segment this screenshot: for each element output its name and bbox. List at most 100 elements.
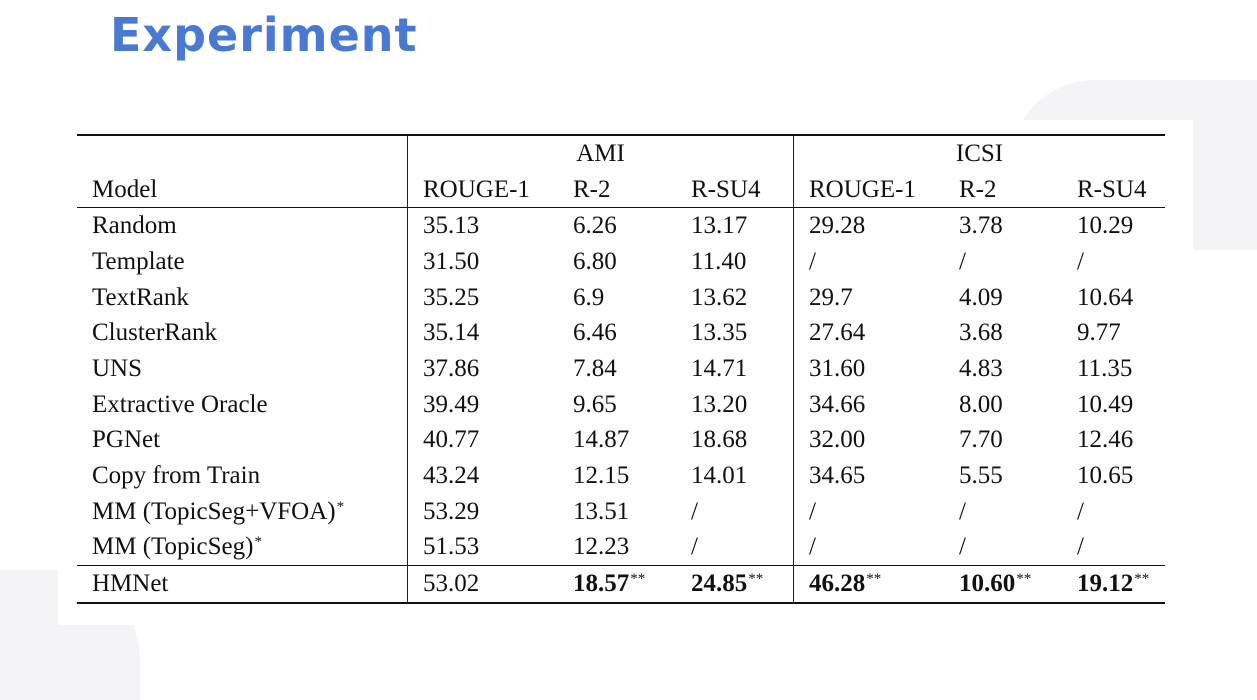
score-cell-icsi-rsu4: 11.35 (1077, 354, 1133, 382)
score-cell-icsi-rouge1: 34.66 (793, 386, 959, 423)
score-cell-ami-r2: 7.84 (573, 354, 617, 382)
score-cell-icsi-rsu4: 19.12** (1077, 565, 1165, 604)
score-cell-icsi-rsu4: 10.64 (1077, 283, 1134, 311)
score-cell-ami-rsu4: 13.17 (691, 212, 748, 240)
score-cell-ami-rsu4: 13.20 (691, 390, 748, 418)
score-cell-ami-rouge1: 35.13 (407, 207, 573, 245)
table-row: Extractive Oracle 39.49 9.65 13.20 34.66 8.00… (77, 386, 1165, 423)
model-name-cell: Extractive Oracle (92, 390, 268, 418)
table-row-hmnet: HMNet 53.02 18.57** 24.85** 46.28** 10.60** 19… (77, 565, 1165, 604)
model-name-cell: UNS (92, 354, 143, 382)
score-cell-ami-rsu4: 13.35 (691, 319, 748, 347)
score-cell-ami-r2: 9.65 (573, 390, 617, 418)
score-cell-icsi-r2: 5.55 (959, 462, 1003, 490)
model-name-cell: Template (92, 247, 185, 275)
group-header-icsi: ICSI (793, 134, 1165, 172)
slide-title: Experiment (110, 8, 418, 62)
score-cell-ami-rouge1: 35.14 (407, 315, 573, 352)
score-cell-ami-r2: 6.9 (573, 283, 605, 311)
score-cell-icsi-rouge1: / (793, 244, 959, 280)
score-cell-ami-rouge1: 39.49 (407, 386, 573, 423)
significance-mark: ** (748, 571, 764, 588)
model-name-cell: MM (TopicSeg+VFOA)* (92, 497, 345, 525)
score-cell-icsi-rsu4: 10.29 (1077, 212, 1134, 240)
score-cell-ami-rouge1: 51.53 (407, 529, 573, 566)
score-cell-icsi-r2: / (959, 247, 966, 275)
model-name-cell: MM (TopicSeg)* (92, 533, 262, 561)
score-cell-ami-rsu4: 18.68 (691, 426, 748, 454)
score-cell-ami-rouge1: 35.25 (407, 279, 573, 316)
model-name-cell: ClusterRank (92, 319, 217, 347)
model-name-cell: Random (92, 212, 177, 240)
score-cell-ami-rsu4: / (691, 533, 698, 561)
score-cell-icsi-r2: / (959, 533, 966, 561)
column-header-row: Model ROUGE-1 R-2 R-SU4 ROUGE-1 R-2 R-SU… (77, 171, 1165, 209)
column-header-icsi-rsu4: R-SU4 (1077, 171, 1165, 209)
score-cell-icsi-rsu4: 10.65 (1077, 462, 1134, 490)
group-header-row: AMI ICSI (77, 134, 1165, 172)
column-header-model: Model (77, 171, 408, 209)
significance-mark: ** (1134, 571, 1150, 588)
score-cell-ami-rsu4: 11.40 (691, 247, 747, 275)
score-cell-icsi-rouge1: 27.64 (793, 315, 959, 352)
table-row: PGNet 40.77 14.87 18.68 32.00 7.70 12.46 (77, 422, 1165, 459)
model-name-cell: Copy from Train (92, 462, 261, 490)
score-cell-ami-r2: 13.51 (573, 497, 630, 525)
table-row: UNS 37.86 7.84 14.71 31.60 4.83 11.35 (77, 351, 1165, 387)
header-cell-empty (77, 134, 408, 172)
footnote-mark: * (336, 498, 345, 515)
score-cell-icsi-rouge1: / (793, 493, 959, 530)
score-cell-icsi-rouge1: 34.65 (793, 458, 959, 494)
score-cell-icsi-r2: 4.09 (959, 283, 1003, 311)
score-cell-icsi-rsu4: / (1077, 497, 1084, 525)
model-name-cell: PGNet (92, 426, 161, 454)
score-cell-icsi-r2: / (959, 497, 966, 525)
table-row: MM (TopicSeg)* 51.53 12.23// / / (77, 529, 1165, 566)
score-cell-ami-r2: 14.87 (573, 426, 630, 454)
score-cell-ami-rsu4: 14.01 (691, 462, 748, 490)
score-cell-ami-rsu4: / (691, 497, 698, 525)
score-cell-ami-rouge1: 43.24 (407, 458, 573, 494)
score-cell-icsi-rouge1: / (793, 529, 959, 566)
score-cell-icsi-rouge1: 29.28 (793, 207, 959, 245)
table-row: Random 35.13 6.26 13.17 29.28 3.78 10.29 (77, 207, 1165, 245)
score-cell-ami-rsu4: 13.62 (691, 283, 748, 311)
table-row: ClusterRank 35.14 6.46 13.35 27.64 3.68 9.77 (77, 315, 1165, 352)
score-cell-ami-rouge1: 53.02 (407, 565, 573, 604)
score-cell-icsi-rsu4: / (1077, 247, 1084, 275)
significance-mark: ** (866, 571, 882, 588)
score-cell-icsi-rouge1: 32.00 (793, 422, 959, 459)
results-table: AMI ICSI Model ROUGE-1 R-2 R-SU4 ROUGE-1… (77, 134, 1165, 604)
score-cell-icsi-r2: 10.60** (959, 565, 1077, 604)
column-header-icsi-r2: R-2 (959, 171, 1077, 209)
column-header-ami-rsu4: R-SU4 (691, 171, 794, 209)
score-cell-ami-rouge1: 31.50 (407, 244, 573, 280)
score-cell-icsi-rouge1: 46.28** (793, 565, 959, 604)
score-cell-icsi-r2: 3.78 (959, 212, 1003, 240)
score-cell-icsi-r2: 7.70 (959, 426, 1003, 454)
group-header-ami: AMI (407, 134, 794, 172)
score-cell-ami-rouge1: 53.29 (407, 493, 573, 530)
column-header-ami-r2: R-2 (573, 171, 691, 209)
score-cell-ami-rouge1: 40.77 (407, 422, 573, 459)
model-name-cell: HMNet (77, 565, 408, 604)
score-cell-ami-rsu4: 24.85** (691, 565, 794, 604)
column-header-icsi-rouge1: ROUGE-1 (793, 171, 959, 209)
score-cell-icsi-r2: 4.83 (959, 354, 1003, 382)
table-row: TextRank 35.25 6.9 13.62 29.7 4.09 10.64 (77, 279, 1165, 316)
score-cell-icsi-rsu4: 10.49 (1077, 390, 1134, 418)
score-cell-ami-r2: 6.80 (573, 247, 617, 275)
score-cell-icsi-rouge1: 29.7 (793, 279, 959, 316)
footnote-mark: * (254, 534, 262, 551)
score-cell-ami-rsu4: 14.71 (691, 354, 748, 382)
score-cell-ami-r2: 18.57** (573, 565, 691, 604)
table-row: MM (TopicSeg+VFOA)* 53.29 13.51// / / (77, 493, 1165, 530)
score-cell-ami-r2: 12.15 (573, 462, 630, 490)
score-cell-icsi-rouge1: 31.60 (793, 351, 959, 387)
score-cell-ami-r2: 12.23 (573, 533, 630, 561)
significance-mark: ** (630, 571, 646, 588)
score-cell-icsi-rsu4: / (1077, 533, 1084, 561)
score-cell-icsi-rsu4: 12.46 (1077, 426, 1134, 454)
model-name-cell: TextRank (92, 283, 189, 311)
score-cell-ami-rouge1: 37.86 (407, 351, 573, 387)
